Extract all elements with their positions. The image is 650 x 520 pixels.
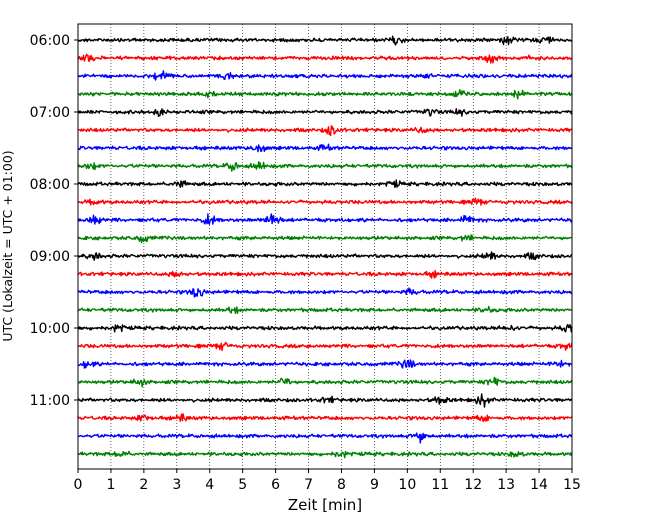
plot-area — [78, 24, 572, 469]
x-tick-label: 0 — [74, 477, 83, 493]
y-axis-ticks: 06:00 07:00 08:00 09:00 10:00 11:00 — [30, 33, 78, 409]
trace-1030 — [77, 359, 573, 369]
trace-1115 — [77, 413, 573, 423]
trace-0730 — [77, 143, 573, 153]
x-axis-label: Zeit [min] — [288, 496, 362, 514]
x-tick-label: 13 — [497, 477, 515, 493]
x-tick-label: 2 — [139, 477, 148, 493]
trace-0815 — [77, 197, 573, 206]
x-tick-label: 14 — [530, 477, 548, 493]
x-tick-label: 12 — [464, 477, 482, 493]
x-tick-label: 5 — [238, 477, 247, 493]
x-tick-label: 6 — [271, 477, 280, 493]
trace-1015 — [77, 341, 573, 352]
trace-1000 — [77, 323, 573, 333]
x-tick-label: 9 — [370, 477, 379, 493]
y-tick-label: 11:00 — [30, 393, 70, 409]
trace-0715 — [77, 125, 572, 137]
trace-0800 — [77, 179, 573, 188]
y-tick-label: 09:00 — [30, 249, 70, 265]
trace-1045 — [77, 376, 573, 388]
x-tick-label: 1 — [106, 477, 115, 493]
trace-1130 — [77, 432, 573, 444]
trace-0615 — [77, 53, 573, 64]
trace-0600 — [77, 35, 573, 46]
y-tick-label: 10:00 — [30, 321, 70, 337]
trace-0915 — [77, 269, 573, 279]
trace-0645 — [77, 89, 573, 100]
x-tick-label: 7 — [304, 477, 313, 493]
trace-0900 — [77, 251, 573, 261]
trace-1100 — [77, 393, 573, 408]
x-tick-label: 3 — [172, 477, 181, 493]
y-tick-label: 07:00 — [30, 105, 70, 121]
trace-0700 — [77, 108, 573, 117]
y-axis-label: UTC (Lokalzeit = UTC + 01:00) — [0, 150, 15, 341]
x-tick-label: 15 — [563, 477, 581, 493]
trace-0630 — [77, 70, 573, 81]
trace-0845 — [77, 234, 573, 244]
y-tick-label: 08:00 — [30, 177, 70, 193]
trace-0945 — [77, 305, 573, 314]
trace-0930 — [77, 287, 573, 298]
y-tick-label: 06:00 — [30, 33, 70, 49]
trace-1145 — [77, 450, 573, 459]
x-tick-label: 10 — [398, 477, 416, 493]
x-tick-label: 4 — [205, 477, 214, 493]
x-tick-label: 11 — [431, 477, 449, 493]
x-tick-label: 8 — [337, 477, 346, 493]
trace-lines — [77, 35, 573, 459]
plot-frame — [77, 23, 573, 470]
vertical-grid — [110, 24, 540, 469]
x-axis-ticks: 0 1 2 3 4 5 6 7 8 9 10 11 12 13 14 15 — [74, 469, 581, 493]
trace-0745 — [77, 161, 573, 172]
trace-0830 — [77, 213, 573, 225]
